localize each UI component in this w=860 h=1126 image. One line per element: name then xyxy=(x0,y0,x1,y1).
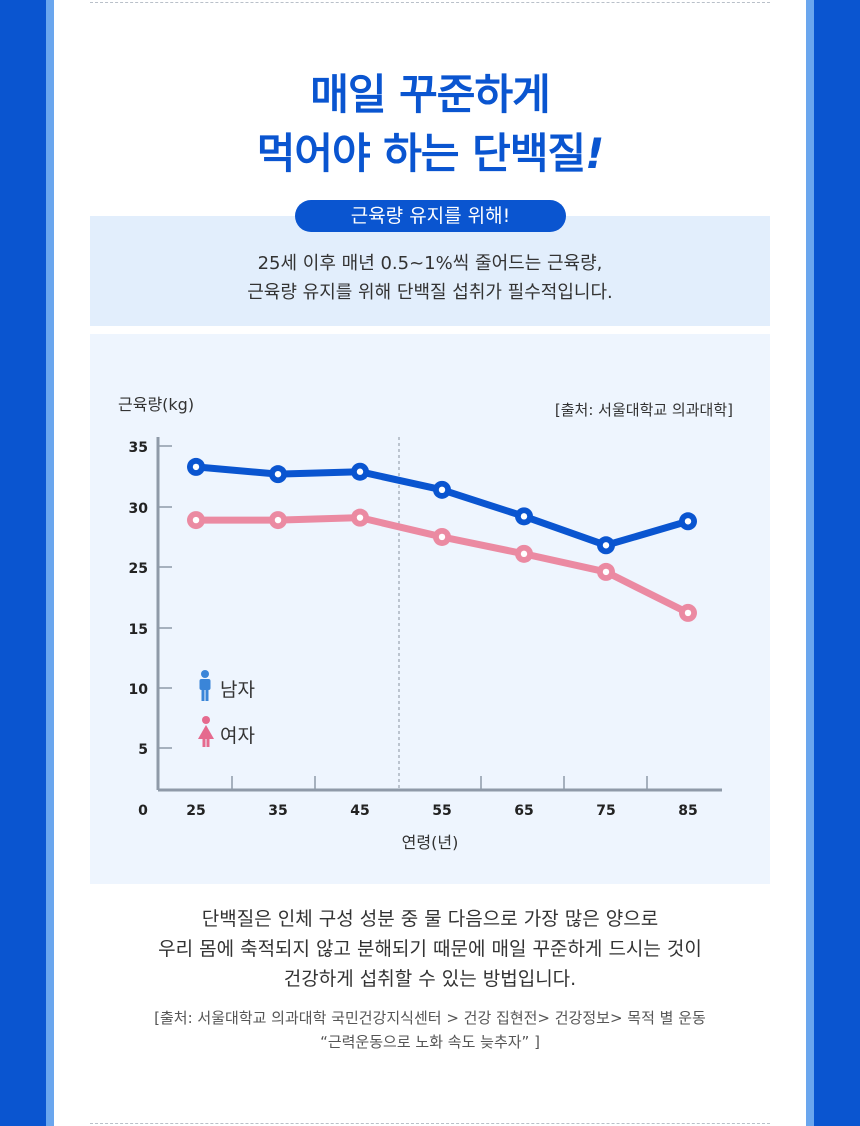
x-axis-label: 연령(년) xyxy=(402,833,459,852)
page-title-line1: 매일 꾸준하게 xyxy=(310,70,550,119)
x-tick-label: 0 xyxy=(138,803,148,819)
data-point-center xyxy=(356,468,364,475)
x-tick-label: 85 xyxy=(678,803,697,819)
data-point-center xyxy=(438,533,446,541)
page-title-text: 먹어야 하는 단백질 xyxy=(256,129,586,178)
data-point-center xyxy=(192,463,200,471)
data-point-center xyxy=(602,568,610,576)
footer-text-line1: 단백질은 인체 구성 성분 중 물 다음으로 가장 많은 양으로 xyxy=(201,908,659,930)
data-point-center xyxy=(274,470,282,478)
top-divider xyxy=(90,2,770,3)
legend-female-label: 여자 xyxy=(220,725,255,747)
footer-source-line2: “근력운동으로 노화 속도 늦추자” ] xyxy=(320,1033,540,1051)
data-point-center xyxy=(192,516,200,524)
data-point-center xyxy=(438,486,446,494)
x-tick-label: 25 xyxy=(186,803,205,819)
legend-female: 여자 xyxy=(198,716,255,747)
y-tick-label: 25 xyxy=(129,561,148,577)
male-person-icon xyxy=(199,670,211,701)
y-tick-label: 5 xyxy=(138,742,148,758)
female-person-icon xyxy=(198,716,214,747)
data-point-center xyxy=(684,609,692,617)
intro-text-line1: 25세 이후 매년 0.5~1%씩 줄어드는 근육량, xyxy=(257,253,603,274)
footer-text-line3: 건강하게 섭취할 수 있는 방법입니다. xyxy=(283,968,577,990)
data-point-center xyxy=(274,516,282,524)
legend-male-label: 남자 xyxy=(220,679,255,701)
y-tick-label: 15 xyxy=(129,622,148,638)
title-exclamation: ! xyxy=(585,129,604,178)
intro-text-line2: 근육량 유지를 위해 단백질 섭취가 필수적입니다. xyxy=(247,282,613,303)
intro-pill-badge: 근육량 유지를 위해! xyxy=(295,200,566,232)
legend-male: 남자 xyxy=(199,670,255,701)
y-tick-label: 30 xyxy=(129,501,149,517)
chart-box xyxy=(90,334,770,884)
left-stripe xyxy=(46,0,54,1126)
y-tick-label: 35 xyxy=(129,440,148,456)
x-tick-label: 65 xyxy=(514,803,533,819)
data-point-center xyxy=(356,514,364,521)
y-axis-label: 근육량(kg) xyxy=(118,395,194,414)
x-tick-label: 45 xyxy=(350,803,369,819)
x-tick-label: 55 xyxy=(432,803,451,819)
right-stripe xyxy=(806,0,814,1126)
intro-box xyxy=(90,216,770,326)
data-point-center xyxy=(520,550,528,558)
bottom-divider xyxy=(90,1123,770,1124)
x-tick-label: 75 xyxy=(596,803,615,819)
data-point-center xyxy=(520,513,528,520)
y-tick-label: 10 xyxy=(129,682,149,698)
footer-source-line1: [출처: 서울대학교 의과대학 국민건강지식센터 > 건강 집현전> 건강정보>… xyxy=(154,1009,706,1027)
data-point-center xyxy=(602,542,610,549)
footer-text-line2: 우리 몸에 축적되지 않고 분해되기 때문에 매일 꾸준하게 드시는 것이 xyxy=(158,938,702,960)
x-tick-label: 35 xyxy=(268,803,287,819)
data-point-center xyxy=(684,518,692,525)
chart-source: [출처: 서울대학교 의과대학] xyxy=(555,401,733,419)
page-title-line2: 먹어야 하는 단백질! xyxy=(54,133,806,175)
